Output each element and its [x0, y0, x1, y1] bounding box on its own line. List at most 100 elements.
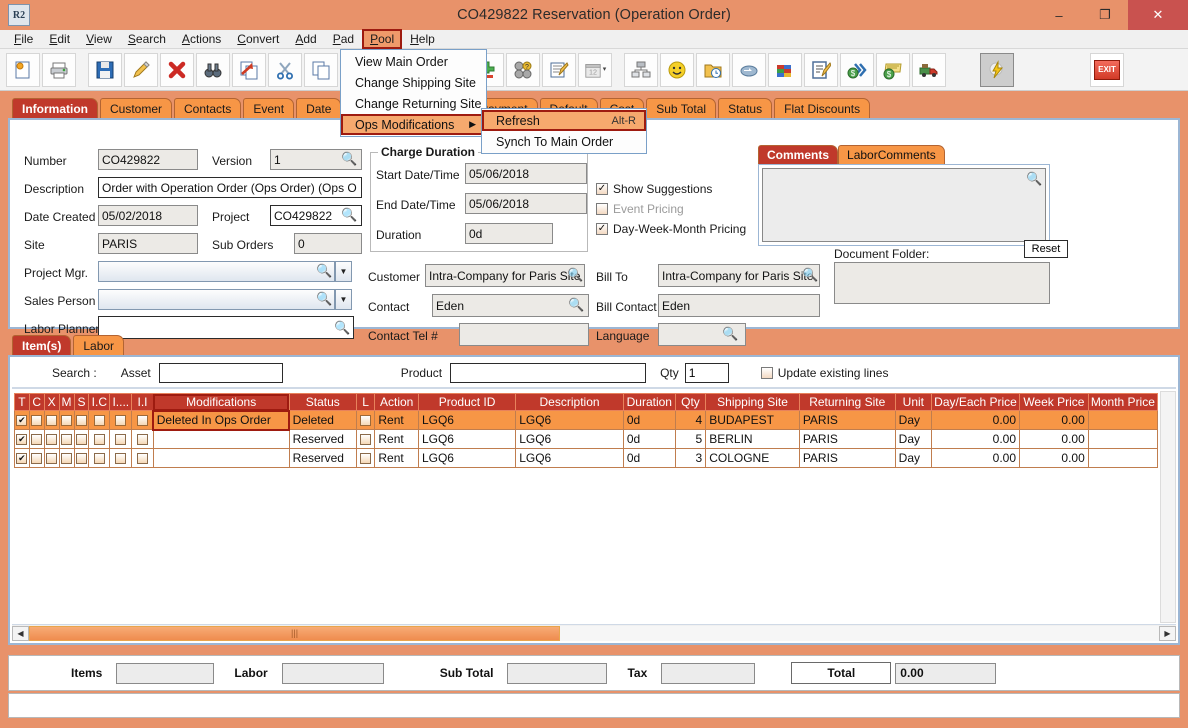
- cell-month_price[interactable]: [1087, 448, 1158, 468]
- cell-IC[interactable]: [88, 448, 111, 468]
- cell-C[interactable]: [28, 429, 45, 449]
- cell-unit[interactable]: Day: [894, 448, 933, 468]
- menu-item-ops-modifications[interactable]: Ops Modifications ▶: [341, 114, 486, 135]
- sales-person-field[interactable]: [98, 289, 335, 310]
- menu-actions[interactable]: Actions: [181, 32, 222, 46]
- menu-convert[interactable]: Convert: [237, 32, 280, 46]
- close-button[interactable]: ✕: [1128, 0, 1188, 30]
- col-header-S[interactable]: S: [73, 393, 90, 411]
- hscroll-track[interactable]: |||: [29, 625, 1159, 641]
- bill-to-field[interactable]: Intra-Company for Paris Site: [658, 264, 820, 287]
- cell-II[interactable]: [131, 448, 154, 468]
- exit-button[interactable]: EXIT: [1090, 52, 1124, 87]
- col-header-X[interactable]: X: [43, 393, 60, 411]
- copy-to-document-icon[interactable]: [232, 52, 266, 87]
- cell-T[interactable]: ✔: [14, 429, 30, 449]
- col-header-modifications[interactable]: Modifications: [152, 393, 290, 411]
- checkbox-II[interactable]: [137, 453, 149, 465]
- menu-pad[interactable]: Pad: [332, 32, 355, 46]
- tab-items[interactable]: Item(s): [12, 335, 72, 355]
- edit-pencil-icon[interactable]: [124, 52, 158, 87]
- checkbox-C[interactable]: [31, 453, 43, 465]
- checkbox-X[interactable]: [46, 434, 58, 446]
- items-grid-vertical-scrollbar[interactable]: [1160, 391, 1176, 623]
- cell-M[interactable]: [58, 448, 75, 468]
- menu-item-change-returning-site[interactable]: Change Returning Site: [355, 96, 482, 111]
- contact-search-icon[interactable]: 🔍: [568, 297, 585, 312]
- col-header-L[interactable]: L: [355, 393, 376, 411]
- project-mgr-dropdown-icon[interactable]: ▼: [335, 261, 352, 282]
- cell-product_id[interactable]: LGQ6: [417, 448, 517, 468]
- sales-person-dropdown-icon[interactable]: ▼: [335, 289, 352, 310]
- truck-delivery-icon[interactable]: [912, 52, 946, 87]
- cell-L[interactable]: [355, 410, 376, 430]
- cell-shipping_site[interactable]: COLOGNE: [705, 448, 800, 468]
- tab-comments[interactable]: Comments: [758, 145, 839, 164]
- copy-pages-icon[interactable]: [304, 52, 338, 87]
- cell-X[interactable]: [43, 410, 60, 430]
- cell-status[interactable]: Reserved: [288, 448, 357, 468]
- cell-II[interactable]: [131, 410, 154, 430]
- document-folder-field[interactable]: [834, 262, 1050, 304]
- tab-flat-discounts[interactable]: Flat Discounts: [774, 98, 871, 118]
- col-header-description[interactable]: Description: [515, 393, 624, 411]
- cell-shipping_site[interactable]: BERLIN: [705, 429, 800, 449]
- maximize-button[interactable]: ❐: [1099, 7, 1111, 22]
- contact-field[interactable]: Eden: [432, 294, 589, 317]
- cell-M[interactable]: [58, 410, 75, 430]
- project-search-icon[interactable]: 🔍: [341, 207, 358, 222]
- cell-unit[interactable]: Day: [894, 429, 933, 449]
- menu-pool[interactable]: Pool: [362, 29, 403, 49]
- version-field[interactable]: 1: [270, 149, 362, 170]
- cell-week_price[interactable]: 0.00: [1019, 410, 1089, 430]
- checkbox-II[interactable]: [137, 434, 149, 446]
- bill-to-search-icon[interactable]: 🔍: [802, 267, 819, 282]
- cell-modifications[interactable]: Deleted In Ops Order: [152, 409, 291, 431]
- checkbox-I1[interactable]: [115, 415, 127, 427]
- items-grid-horizontal-scrollbar[interactable]: ◀ ||| ▶: [12, 624, 1176, 641]
- keyboard-key-icon[interactable]: [732, 52, 766, 87]
- database-icon[interactable]: [768, 52, 802, 87]
- checkbox-C[interactable]: [31, 434, 43, 446]
- col-header-I1[interactable]: I....: [109, 393, 133, 411]
- cell-duration[interactable]: 0d: [622, 410, 676, 430]
- checkbox-M[interactable]: [61, 453, 73, 465]
- cell-modifications[interactable]: [152, 448, 290, 468]
- scroll-right-arrow-icon[interactable]: ▶: [1159, 625, 1176, 641]
- project-mgr-search-icon[interactable]: 🔍: [316, 263, 333, 278]
- cell-status[interactable]: Deleted: [288, 410, 357, 430]
- menu-item-synch-to-main-order[interactable]: Synch To Main Order: [496, 134, 614, 149]
- checkbox-L[interactable]: [360, 434, 372, 446]
- checkbox-T[interactable]: ✔: [16, 434, 28, 446]
- project-mgr-field[interactable]: [98, 261, 335, 282]
- labor-planner-field[interactable]: [98, 316, 354, 339]
- cell-L[interactable]: [355, 448, 376, 468]
- checkbox-IC[interactable]: [93, 434, 105, 446]
- checkbox-IC[interactable]: [93, 415, 105, 427]
- col-header-IC[interactable]: I.C: [88, 393, 111, 411]
- cell-returning_site[interactable]: PARIS: [798, 410, 896, 430]
- comments-search-icon[interactable]: 🔍: [1026, 171, 1043, 186]
- checkbox-C[interactable]: [31, 415, 43, 427]
- report-edit-icon[interactable]: [804, 52, 838, 87]
- cell-modifications[interactable]: [152, 429, 290, 449]
- print-icon[interactable]: [42, 52, 76, 87]
- save-icon[interactable]: [88, 52, 122, 87]
- cell-day_each_price[interactable]: 0.00: [931, 429, 1020, 449]
- dwm-pricing-checkbox[interactable]: ✓ Day-Week-Month Pricing: [596, 222, 746, 236]
- tab-labor-comments[interactable]: LaborComments: [838, 145, 945, 164]
- menu-edit[interactable]: Edit: [49, 32, 71, 46]
- col-header-M[interactable]: M: [58, 393, 75, 411]
- smiley-icon[interactable]: [660, 52, 694, 87]
- checkbox-S[interactable]: [75, 434, 87, 446]
- cell-returning_site[interactable]: PARIS: [798, 448, 896, 468]
- cell-T[interactable]: ✔: [14, 410, 30, 430]
- cell-T[interactable]: ✔: [14, 448, 30, 468]
- site-field[interactable]: PARIS: [98, 233, 198, 254]
- event-pricing-checkbox[interactable]: Event Pricing: [596, 202, 684, 216]
- new-document-icon[interactable]: [6, 52, 40, 87]
- bill-contact-field[interactable]: Eden: [658, 294, 820, 317]
- checkbox-S[interactable]: [75, 453, 87, 465]
- cell-product_id[interactable]: LGQ6: [417, 410, 517, 430]
- table-row[interactable]: ✔ Deleted In Ops Order Deleted Rent LGQ6 LGQ6…: [14, 409, 1158, 431]
